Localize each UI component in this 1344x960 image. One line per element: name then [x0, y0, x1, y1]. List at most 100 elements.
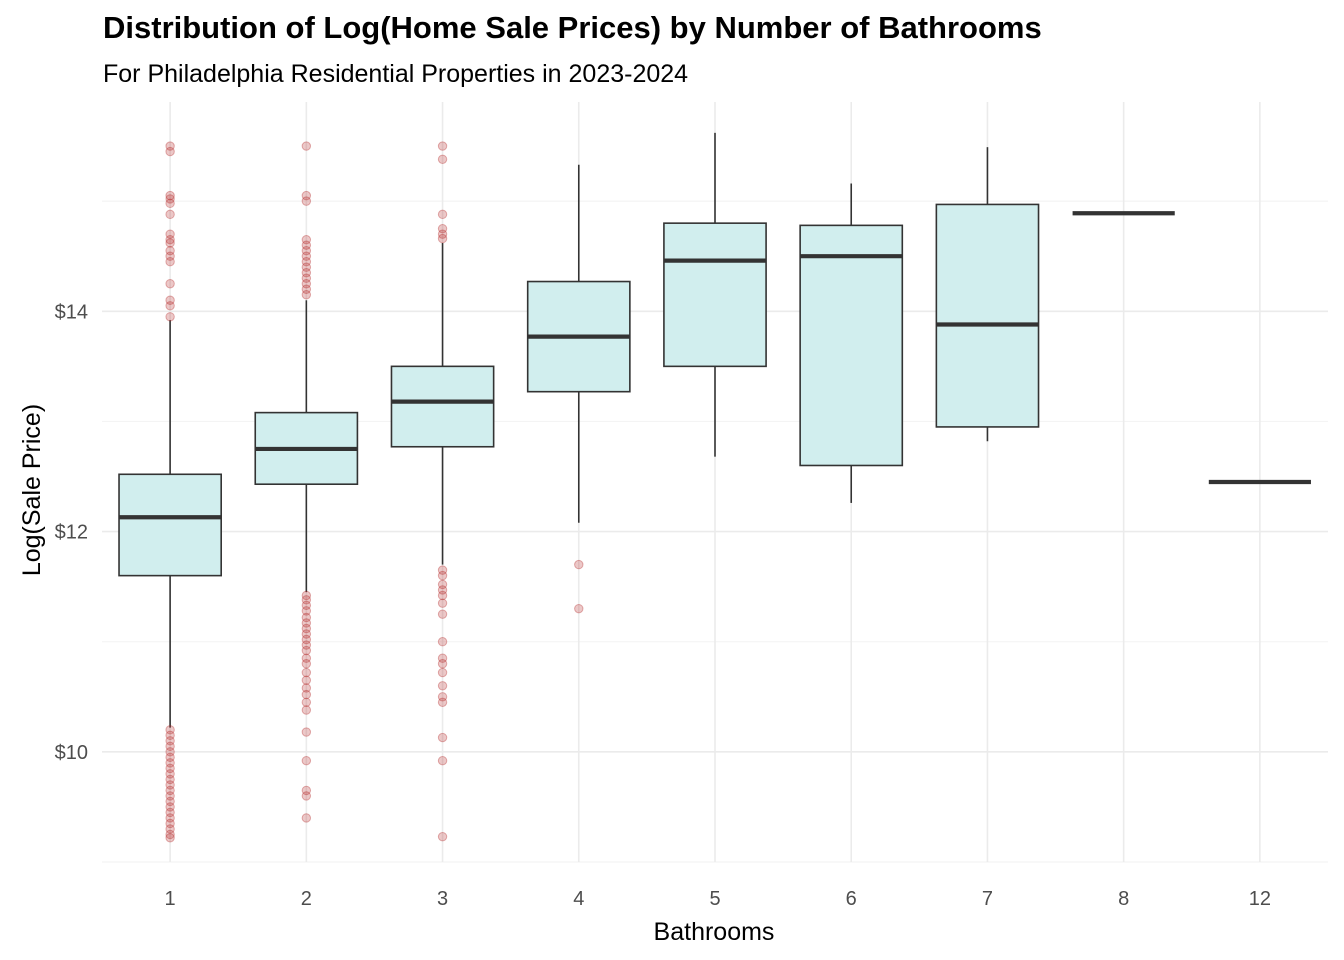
- outlier-point: [301, 290, 312, 300]
- outlier-point: [301, 640, 312, 650]
- outlier-layer: [165, 141, 584, 843]
- outlier-point: [437, 570, 448, 581]
- outlier-point: [437, 565, 448, 575]
- outlier-point: [301, 590, 312, 601]
- outlier-point: [165, 295, 175, 305]
- box-2: [254, 300, 359, 593]
- outlier-point: [301, 595, 312, 605]
- outlier-point: [165, 818, 175, 829]
- outlier-point: [165, 807, 175, 818]
- x-tick-label: 2: [301, 888, 312, 910]
- chart-subtitle: For Philadelphia Residential Properties …: [103, 60, 689, 88]
- outlier-point: [301, 634, 312, 645]
- outlier-point: [165, 813, 175, 823]
- outlier-point: [165, 769, 175, 779]
- outlier-point: [165, 791, 175, 801]
- x-tick-label: 8: [1118, 888, 1129, 910]
- outlier-point: [301, 273, 312, 283]
- box-iqr: [935, 203, 1040, 428]
- outlier-point: [301, 813, 312, 823]
- outlier-point: [165, 802, 175, 812]
- outlier-point: [301, 600, 312, 611]
- outlier-point: [437, 692, 448, 702]
- outlier-point: [165, 198, 175, 209]
- outlier-point: [165, 279, 175, 289]
- outlier-point: [437, 585, 448, 595]
- outlier-point: [165, 752, 175, 763]
- outlier-point: [437, 659, 448, 669]
- outlier-point: [437, 233, 448, 244]
- outlier-point: [437, 579, 448, 590]
- outlier-point: [165, 234, 175, 245]
- y-axis-label: Log(Sale Price): [18, 404, 46, 576]
- outlier-point: [165, 774, 175, 785]
- outlier-point: [301, 645, 312, 656]
- outlier-point: [301, 606, 312, 616]
- outlier-point: [301, 245, 312, 256]
- outlier-point: [165, 238, 175, 248]
- outlier-point: [437, 681, 448, 691]
- outlier-point: [437, 697, 448, 707]
- chart-title: Distribution of Log(Home Sale Prices) by…: [103, 10, 1042, 45]
- outlier-point: [301, 727, 312, 737]
- outlier-point: [301, 659, 312, 669]
- outlier-point: [437, 653, 448, 663]
- box-layer: [118, 132, 1311, 728]
- box-iqr: [390, 365, 495, 448]
- outlier-point: [165, 780, 175, 790]
- x-tick-label: 1: [165, 888, 176, 910]
- outlier-point: [301, 284, 312, 294]
- outlier-point: [437, 209, 448, 220]
- outlier-point: [301, 251, 312, 261]
- outlier-point: [165, 194, 175, 204]
- box-iqr: [799, 224, 904, 467]
- outlier-point: [301, 262, 312, 272]
- outlier-point: [437, 755, 448, 766]
- outlier-point: [437, 637, 448, 647]
- outlier-point: [301, 697, 312, 707]
- outlier-point: [165, 141, 175, 151]
- outlier-point: [301, 612, 312, 623]
- outlier-point: [301, 234, 312, 245]
- outlier-point: [301, 618, 312, 628]
- outlier-point: [437, 609, 448, 619]
- x-tick-label: 5: [709, 888, 720, 910]
- outlier-point: [301, 675, 312, 685]
- outlier-point: [165, 796, 175, 807]
- outlier-point: [165, 730, 175, 741]
- outlier-point: [437, 154, 448, 164]
- box-6: [799, 183, 904, 503]
- outlier-point: [165, 747, 175, 757]
- outlier-point: [165, 758, 175, 768]
- outlier-point: [301, 791, 312, 801]
- outlier-point: [301, 755, 312, 766]
- y-tick-label: $12: [55, 522, 88, 544]
- x-tick-label: 7: [982, 888, 993, 910]
- box-4: [526, 164, 631, 523]
- outlier-point: [165, 312, 175, 322]
- y-tick-label: $10: [55, 742, 88, 764]
- box-3: [390, 242, 495, 565]
- outlier-point: [301, 623, 312, 634]
- box-iqr: [118, 473, 222, 577]
- outlier-point: [301, 196, 312, 206]
- outlier-point: [165, 741, 175, 752]
- outlier-point: [165, 245, 175, 256]
- outlier-point: [301, 141, 312, 151]
- outlier-point: [574, 603, 584, 614]
- outlier-point: [437, 831, 448, 842]
- x-tick-label: 4: [573, 888, 584, 910]
- outlier-point: [437, 141, 448, 151]
- outlier-point: [165, 785, 175, 796]
- outlier-point: [437, 590, 448, 601]
- outlier-point: [301, 629, 312, 639]
- box-1: [118, 320, 222, 728]
- outlier-point: [301, 785, 312, 796]
- outlier-point: [301, 279, 312, 289]
- axis-layer: $10$12$141 2 3 4 5 6 7 8 12: [55, 301, 1271, 910]
- outlier-point: [165, 833, 175, 843]
- x-axis-label: Bathrooms: [654, 918, 775, 946]
- outlier-point: [165, 251, 175, 261]
